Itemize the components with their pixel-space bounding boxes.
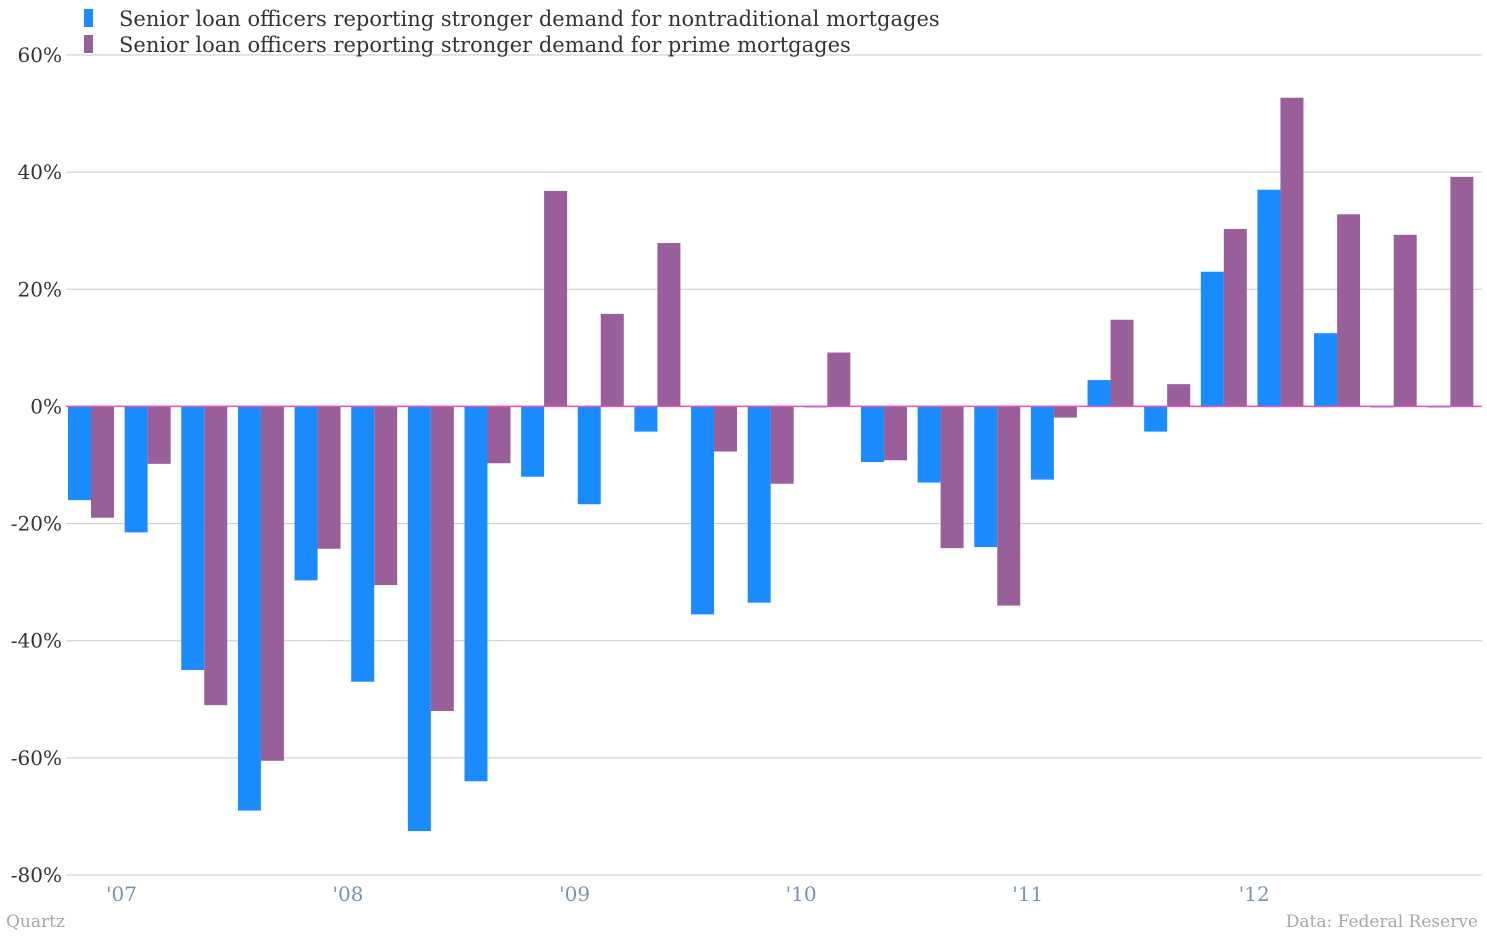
legend-label-nontraditional: Senior loan officers reporting stronger … — [119, 7, 940, 31]
bar-nontraditional — [237, 406, 261, 811]
x-tick-label: '07 — [106, 882, 137, 906]
bar-prime — [1110, 319, 1134, 407]
bar-nontraditional — [1200, 271, 1224, 407]
x-tick-label: '12 — [1239, 882, 1270, 906]
y-tick-label: -80% — [11, 863, 62, 887]
bar-prime — [1167, 384, 1191, 407]
bar-nontraditional — [351, 406, 375, 682]
bar-nontraditional — [464, 406, 488, 782]
bar-prime — [544, 190, 568, 407]
y-tick-label: 60% — [18, 43, 62, 67]
bar-nontraditional — [68, 406, 91, 501]
bar-nontraditional — [974, 406, 998, 547]
bar-nontraditional — [1257, 189, 1281, 407]
x-axis-ticks: '07 '08 '09 '10 '11 '12 — [106, 882, 1270, 906]
x-tick-label: '11 — [1012, 882, 1043, 906]
bar-prime — [147, 406, 171, 464]
bar-prime — [770, 406, 794, 484]
bar-nontraditional — [917, 406, 941, 483]
y-tick-label: 40% — [18, 160, 62, 184]
legend-label-prime: Senior loan officers reporting stronger … — [119, 33, 851, 57]
x-tick-label: '09 — [559, 882, 590, 906]
footer-source-left: Quartz — [6, 912, 65, 932]
bar-nontraditional — [124, 406, 148, 533]
bar-prime — [430, 406, 454, 711]
bar-prime — [1450, 176, 1474, 407]
bar-nontraditional — [1030, 406, 1054, 480]
bar-prime — [487, 406, 511, 464]
bar-nontraditional — [691, 406, 715, 615]
bar-prime — [997, 406, 1021, 606]
bar-prime — [827, 352, 851, 407]
y-tick-label: -20% — [11, 512, 62, 536]
bar-prime — [204, 406, 228, 706]
bar-prime — [883, 406, 907, 461]
bar-prime — [714, 406, 738, 452]
y-tick-label: 20% — [18, 277, 62, 301]
bar-nontraditional — [1314, 333, 1338, 407]
bar-prime — [374, 406, 398, 586]
bar-nontraditional — [634, 406, 658, 432]
bar-prime — [1337, 214, 1361, 407]
bar-prime — [600, 313, 624, 407]
y-tick-label: 0% — [30, 394, 62, 418]
bar-nontraditional — [181, 406, 205, 670]
bar-nontraditional — [294, 406, 318, 581]
x-tick-label: '10 — [786, 882, 817, 906]
footer-source-right: Data: Federal Reserve — [1285, 912, 1478, 932]
y-tick-label: -40% — [11, 629, 62, 653]
bar-nontraditional — [521, 406, 545, 477]
legend-swatch-nontraditional — [84, 9, 93, 27]
x-tick-label: '08 — [333, 882, 364, 906]
bar-prime — [317, 406, 341, 549]
bar-prime — [260, 406, 284, 761]
y-tick-label: -60% — [11, 746, 62, 770]
bar-nontraditional — [860, 406, 884, 463]
bar-nontraditional — [577, 406, 601, 505]
bar-prime — [1223, 228, 1247, 407]
bar-prime — [91, 406, 114, 518]
legend-swatch-prime — [84, 35, 93, 53]
bars — [68, 97, 1474, 832]
bar-nontraditional — [1087, 380, 1111, 407]
bar-prime — [657, 243, 681, 407]
bar-nontraditional — [1144, 406, 1168, 432]
bar-nontraditional — [747, 406, 771, 603]
bar-prime — [1280, 97, 1304, 407]
bar-prime — [1393, 234, 1417, 407]
bar-prime — [1053, 406, 1077, 418]
bar-nontraditional — [407, 406, 431, 832]
y-axis-ticks: 60% 40% 20% 0% -20% -40% -60% -80% — [11, 43, 62, 887]
bar-prime — [940, 406, 964, 549]
